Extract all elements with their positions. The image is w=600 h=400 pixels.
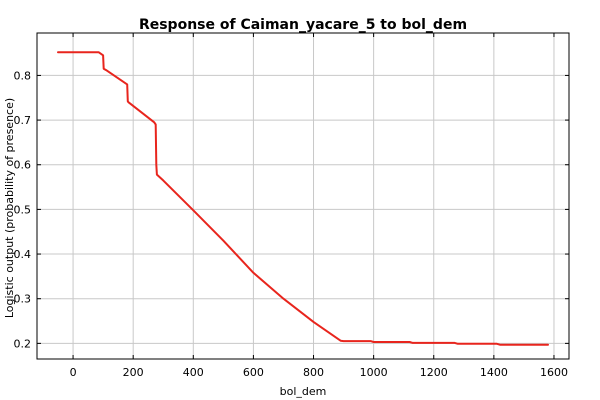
x-tick-label: 0 — [70, 366, 77, 379]
x-tick-label: 600 — [243, 366, 264, 379]
y-tick-label: 0.7 — [14, 114, 32, 127]
x-tick-label: 1400 — [480, 366, 508, 379]
x-tick-label: 200 — [123, 366, 144, 379]
y-tick-label: 0.6 — [14, 159, 32, 172]
y-axis-label: Logistic output (probability of presence… — [3, 98, 16, 318]
y-tick-label: 0.3 — [14, 293, 32, 306]
chart-title: Response of Caiman_yacare_5 to bol_dem — [139, 17, 467, 33]
x-tick-label: 1600 — [540, 366, 568, 379]
x-tick-label: 1000 — [360, 366, 388, 379]
y-tick-label: 0.8 — [14, 69, 32, 82]
ticks: 0 200 400 600 800 1000 1200 1400 1600 0.2 0.3 0.4 0.… — [14, 33, 569, 379]
x-tick-label: 800 — [303, 366, 324, 379]
series-layer — [57, 51, 549, 346]
x-tick-label: 400 — [183, 366, 204, 379]
plot-frame — [36, 32, 570, 360]
x-tick-label: 1200 — [420, 366, 448, 379]
grid — [37, 33, 569, 359]
y-tick-label: 0.4 — [14, 248, 32, 261]
y-tick-label: 0.5 — [14, 203, 32, 216]
y-tick-label: 0.2 — [14, 337, 32, 350]
response-curve-line — [57, 51, 549, 346]
x-axis-label: bol_dem — [280, 385, 327, 398]
